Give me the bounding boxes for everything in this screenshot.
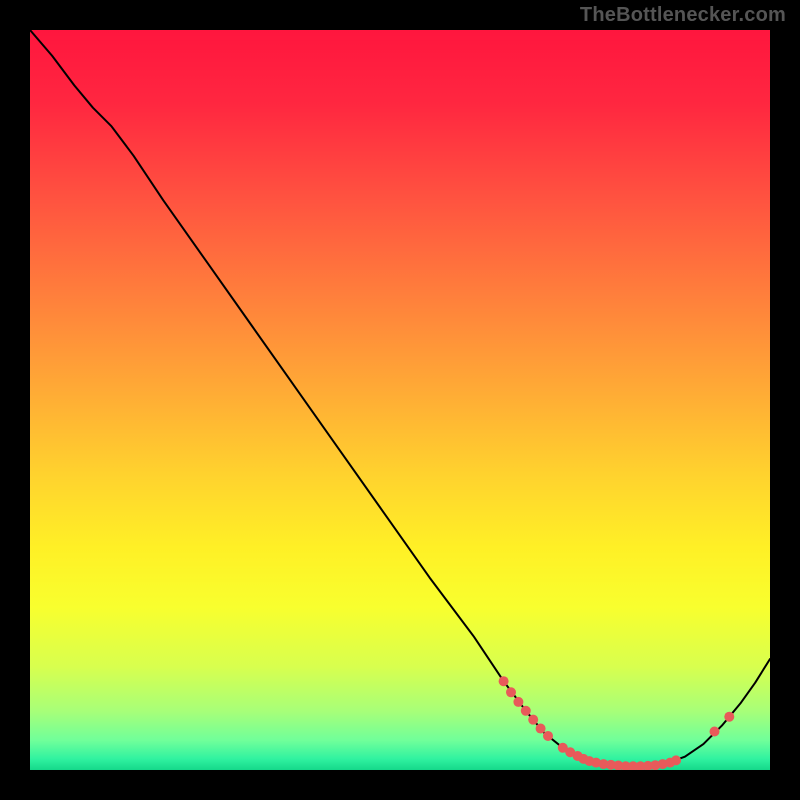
marker-point	[513, 697, 523, 707]
marker-point	[671, 755, 681, 765]
plot-area	[30, 30, 770, 770]
marker-point	[521, 706, 531, 716]
marker-point	[543, 731, 553, 741]
attribution-text: TheBottlenecker.com	[580, 4, 786, 27]
chart-container: TheBottlenecker.com	[0, 0, 800, 800]
marker-point	[710, 727, 720, 737]
chart-svg	[30, 30, 770, 770]
marker-point	[506, 687, 516, 697]
marker-point	[528, 715, 538, 725]
marker-point	[724, 712, 734, 722]
marker-point	[499, 676, 509, 686]
gradient-background	[30, 30, 770, 770]
marker-point	[536, 724, 546, 734]
